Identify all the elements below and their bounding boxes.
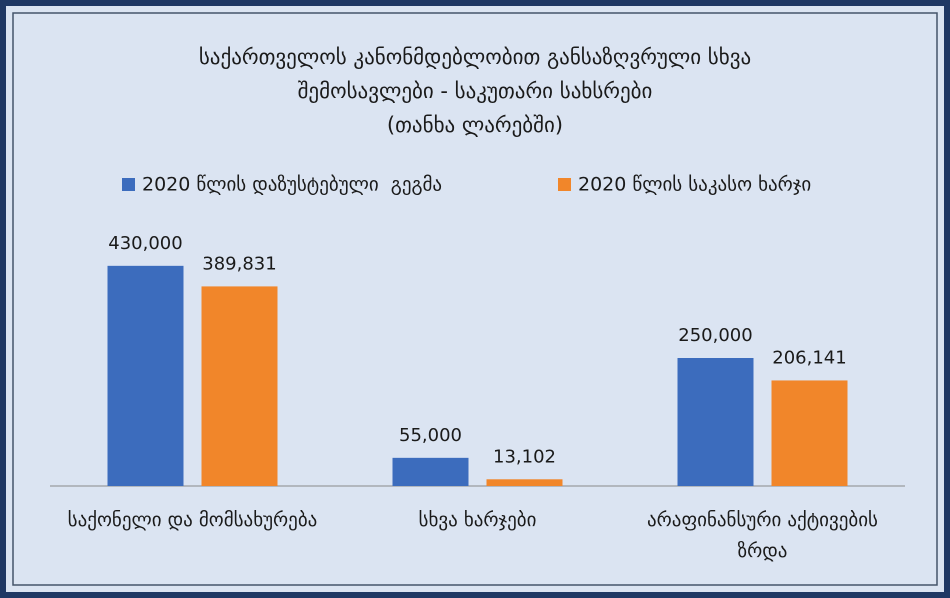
- x-tick-label: საქონელი და მომსახურება: [67, 509, 318, 531]
- value-label: 430,000: [108, 233, 182, 254]
- bar: [107, 265, 184, 486]
- legend-label: 2020 წლის დაზუსტებული გეგმა: [142, 174, 442, 196]
- legend-swatch: [122, 178, 135, 191]
- x-tick-label: სხვა ხარჯები: [418, 509, 537, 531]
- value-label: 250,000: [678, 325, 752, 346]
- bar: [771, 380, 848, 486]
- value-label: 13,102: [493, 446, 556, 467]
- bar: [392, 457, 469, 486]
- value-label: 55,000: [399, 425, 462, 446]
- legend-label: 2020 წლის საკასო ხარჯი: [578, 174, 811, 196]
- bar: [201, 286, 278, 486]
- bar: [677, 358, 754, 486]
- chart-title: შემოსავლები - საკუთარი სახსრები: [298, 79, 653, 103]
- panel-border: [12, 12, 938, 586]
- chart-title: საქართველოს კანონმდებლობით განსაზღვრული …: [199, 45, 751, 69]
- legend-swatch: [558, 178, 571, 191]
- x-tick-label: არაფინანსური აქტივების ზრდა: [647, 509, 885, 562]
- chart-subtitle: (თანხა ლარებში): [387, 113, 563, 137]
- bar: [486, 479, 563, 486]
- value-label: 206,141: [772, 347, 846, 368]
- value-label: 389,831: [202, 253, 276, 274]
